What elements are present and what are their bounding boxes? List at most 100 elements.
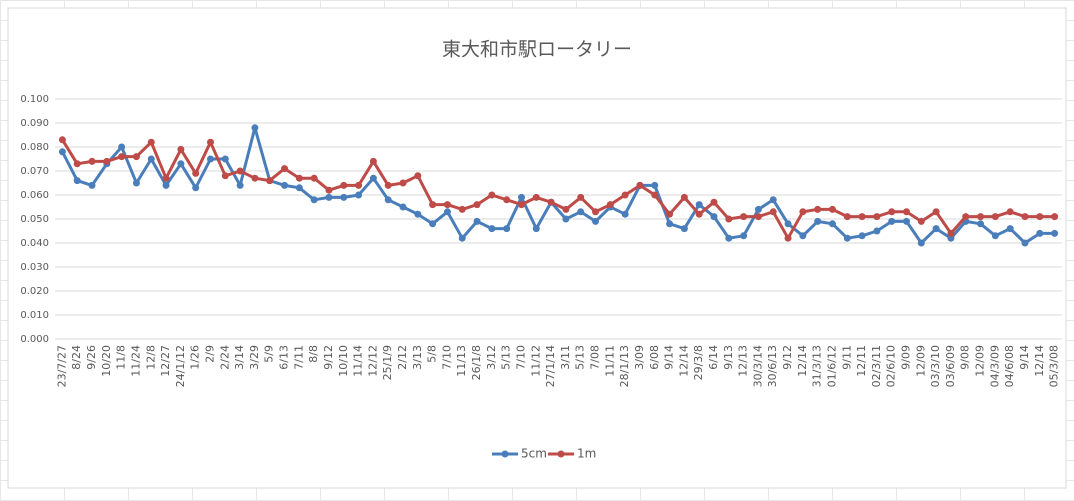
x-tick-label: 11/8 (115, 345, 128, 370)
data-point (236, 181, 244, 189)
x-tick-label: 2/12 (396, 345, 409, 370)
x-tick-label: 9/14 (663, 345, 676, 370)
data-point (103, 157, 111, 165)
data-point (1051, 229, 1059, 237)
x-tick-label: 02/6/10 (885, 345, 898, 387)
data-point (666, 220, 674, 228)
data-point (414, 210, 422, 218)
data-point (621, 191, 629, 199)
data-point (221, 172, 229, 180)
data-point (828, 220, 836, 228)
data-point (1051, 213, 1059, 221)
data-point (1021, 213, 1029, 221)
data-point (429, 201, 437, 209)
data-point (710, 198, 718, 206)
x-tick-label: 12/12 (366, 345, 379, 377)
x-tick-label: 9/13 (722, 345, 735, 370)
y-tick-label: 0.100 (20, 94, 49, 105)
data-point (281, 165, 289, 173)
data-point (932, 225, 940, 233)
data-point (221, 155, 229, 163)
x-tick-label: 29/3/8 (692, 345, 705, 380)
x-tick-label: 31/3/13 (811, 345, 824, 387)
x-tick-label: 2/9 (203, 345, 216, 363)
data-point (58, 148, 66, 156)
data-point (1006, 208, 1014, 216)
data-point (532, 225, 540, 233)
data-point (843, 213, 851, 221)
y-tick-label: 0.030 (20, 262, 49, 273)
x-tick-label: 04/6/08 (1003, 345, 1016, 387)
x-tick-label: 5/8 (426, 345, 439, 363)
data-point (1036, 229, 1044, 237)
data-point (310, 196, 318, 204)
x-tick-label: 11/11 (603, 345, 616, 377)
x-tick-label: 12/14 (1033, 345, 1046, 377)
data-point (488, 191, 496, 199)
x-tick-label: 3/11 (559, 345, 572, 370)
data-point (517, 193, 525, 201)
x-tick-label: 12/13 (737, 345, 750, 377)
data-point (740, 213, 748, 221)
data-point (443, 201, 451, 209)
data-point (132, 179, 140, 187)
x-tick-label: 28/1/13 (618, 345, 631, 387)
x-tick-label: 3/29 (248, 345, 261, 370)
x-tick-label: 7/11 (292, 345, 305, 370)
x-tick-label: 27/1/14 (544, 345, 557, 387)
x-tick-label: 12/09 (974, 345, 987, 377)
chart-title: 東大和市駅ロータリー (442, 39, 632, 61)
x-tick-label: 3/13 (411, 345, 424, 370)
data-point (325, 186, 333, 194)
x-tick-label: 11/24 (129, 345, 142, 377)
y-tick-label: 0.040 (20, 238, 49, 249)
data-point (888, 217, 896, 225)
x-tick-label: 11/14 (352, 345, 365, 377)
data-point (991, 232, 999, 240)
data-point (991, 213, 999, 221)
legend-label: 5cm (521, 447, 547, 461)
data-point (355, 191, 363, 199)
x-tick-label: 2/24 (218, 345, 231, 370)
legend-label: 1m (577, 447, 596, 461)
data-point (132, 153, 140, 161)
data-point (947, 234, 955, 242)
x-tick-label: 9/11 (840, 345, 853, 370)
data-point (903, 217, 911, 225)
x-tick-label: 25/1/9 (381, 345, 394, 380)
data-point (458, 205, 466, 213)
x-tick-label: 11/13 (455, 345, 468, 377)
x-tick-label: 23/7/27 (55, 345, 68, 387)
chart-area (7, 7, 1067, 489)
x-tick-label: 9/09 (900, 345, 913, 370)
data-point (295, 184, 303, 192)
y-tick-label: 0.000 (20, 334, 49, 345)
data-point (88, 181, 96, 189)
x-tick-label: 7/10 (514, 345, 527, 370)
data-point (236, 167, 244, 175)
data-point (88, 157, 96, 165)
data-point (606, 201, 614, 209)
data-point (636, 181, 644, 189)
x-tick-label: 8/24 (70, 345, 83, 370)
data-point (754, 213, 762, 221)
x-tick-label: 6/08 (648, 345, 661, 370)
x-tick-label: 11/12 (529, 345, 542, 377)
data-point (917, 239, 925, 247)
data-point (651, 181, 659, 189)
data-point (769, 196, 777, 204)
data-point (784, 220, 792, 228)
data-point (814, 205, 822, 213)
data-point (947, 229, 955, 237)
x-tick-label: 6/13 (278, 345, 291, 370)
data-point (621, 210, 629, 218)
data-point (503, 196, 511, 204)
x-tick-label: 5/13 (574, 345, 587, 370)
data-point (917, 217, 925, 225)
data-point (873, 227, 881, 235)
data-point (799, 208, 807, 216)
data-point (281, 181, 289, 189)
data-point (443, 208, 451, 216)
x-tick-label: 05/3/08 (1048, 345, 1061, 387)
data-point (903, 208, 911, 216)
